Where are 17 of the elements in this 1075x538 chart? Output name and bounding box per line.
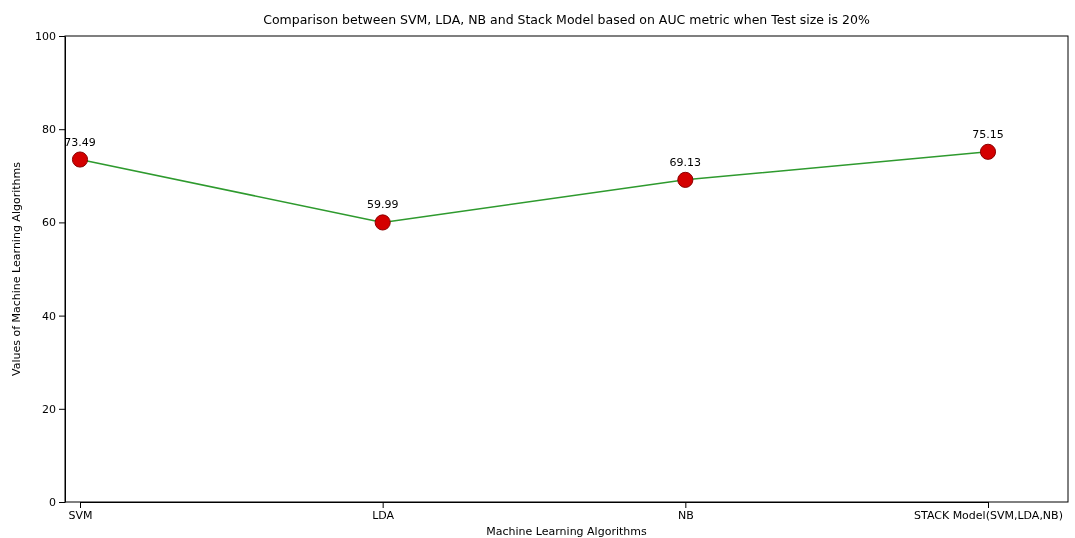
y-tick-label: 80 — [42, 123, 56, 137]
y-tick-label: 20 — [42, 402, 56, 416]
y-tick-label: 0 — [49, 496, 56, 510]
x-tick-label: STACK Model(SVM,LDA,NB) — [914, 508, 1063, 522]
y-axis-title: Values of Machine Learning Algorithms — [10, 161, 23, 376]
x-tick-label: SVM — [68, 508, 93, 522]
data-label: 59.99 — [366, 198, 399, 212]
data-label: 69.13 — [669, 155, 702, 169]
chart-title: Comparison between SVM, LDA, NB and Stack Model based on AUC metric when Test size is 20% — [263, 12, 870, 27]
y-tick-label: 40 — [42, 309, 56, 323]
x-tick-label: LDA — [372, 508, 395, 522]
x-tick-label: NB — [677, 508, 694, 522]
data-label: 75.15 — [972, 127, 1004, 141]
data-label: 73.49 — [64, 135, 96, 149]
y-tick-label: 60 — [42, 216, 56, 230]
y-tick-label: 100 — [35, 30, 56, 44]
x-axis-title: Machine Learning Algorithms — [486, 525, 647, 538]
